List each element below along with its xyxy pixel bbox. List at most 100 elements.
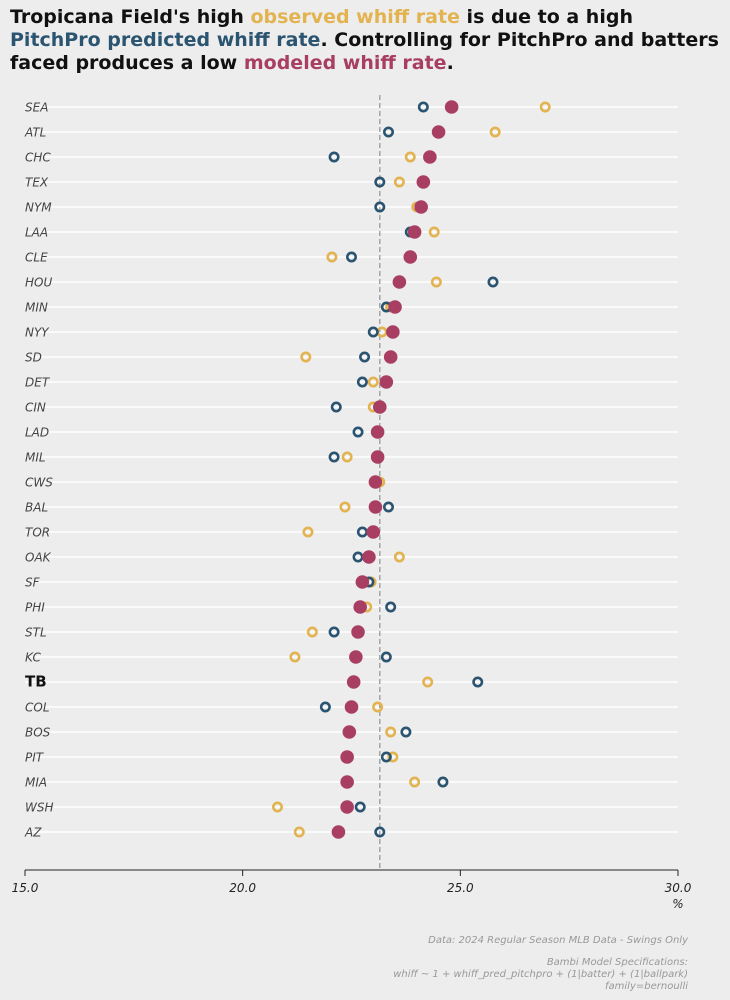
x-tick-label: 20.0 — [229, 881, 256, 895]
observed-point — [430, 276, 442, 288]
observed-point — [387, 751, 399, 763]
modeled-point — [368, 475, 383, 489]
modeled-point — [386, 325, 400, 339]
team-label: LAA — [25, 226, 48, 240]
modeled-point — [351, 625, 365, 639]
team-label: NYY — [25, 326, 50, 340]
modeled-point — [342, 725, 357, 739]
team-label: LAD — [25, 426, 49, 440]
observed-point — [300, 351, 312, 363]
modeled-point — [346, 675, 361, 689]
team-label: NYM — [25, 201, 52, 215]
modeled-point — [383, 350, 398, 364]
modeled-point — [407, 225, 422, 239]
model-spec-title: Bambi Model Specifications: — [546, 957, 688, 968]
title-segment: PitchPro predicted whiff rate — [10, 29, 321, 51]
observed-point — [372, 701, 384, 713]
modeled-point — [403, 250, 418, 264]
modeled-point — [362, 550, 376, 564]
predicted-point — [380, 751, 392, 763]
chart-title: Tropicana Field's high observed whiff ra… — [10, 6, 725, 75]
team-label: SEA — [25, 101, 48, 115]
team-label: TEX — [25, 176, 49, 190]
modeled-point — [370, 450, 385, 464]
observed-point — [539, 101, 551, 113]
team-label: OAK — [25, 551, 52, 565]
team-label: TB — [25, 673, 47, 691]
team-label: BAL — [25, 501, 48, 515]
observed-point — [302, 526, 314, 538]
predicted-point — [400, 726, 412, 738]
predicted-point — [328, 626, 340, 638]
team-label: BOS — [25, 726, 51, 740]
modeled-point — [416, 175, 431, 189]
team-label: SF — [25, 576, 41, 590]
observed-point — [428, 226, 440, 238]
model-spec-formula: whiff ~ 1 + whiff_pred_pitchpro + (1|bat… — [393, 969, 688, 980]
modeled-point — [344, 700, 359, 714]
x-unit-label: % — [672, 897, 683, 911]
predicted-point — [374, 201, 386, 213]
modeled-point — [349, 650, 363, 664]
modeled-point — [340, 800, 354, 814]
modeled-point — [370, 425, 385, 439]
data-source-note: Data: 2024 Regular Season MLB Data - Swi… — [428, 935, 688, 946]
observed-point — [271, 801, 283, 813]
predicted-point — [437, 776, 449, 788]
predicted-point — [417, 101, 429, 113]
team-label: PIT — [25, 751, 45, 765]
team-label: ATL — [24, 126, 46, 140]
team-label: WSH — [25, 801, 54, 815]
title-segment: observed whiff rate — [250, 6, 460, 28]
team-label: STL — [25, 626, 47, 640]
predicted-point — [385, 601, 397, 613]
observed-point — [306, 626, 318, 638]
predicted-point — [380, 651, 392, 663]
predicted-point — [352, 426, 364, 438]
observed-point — [393, 551, 405, 563]
predicted-point — [359, 351, 371, 363]
modeled-point — [431, 125, 446, 139]
observed-point — [289, 651, 301, 663]
modeled-point — [340, 750, 354, 764]
team-label: CWS — [25, 476, 53, 490]
modeled-point — [388, 300, 402, 314]
observed-point — [404, 151, 416, 163]
predicted-point — [472, 676, 484, 688]
team-label: MIN — [25, 301, 48, 315]
modeled-point — [331, 825, 346, 839]
team-label: COL — [25, 701, 50, 715]
predicted-point — [374, 176, 386, 188]
modeled-point — [444, 100, 459, 114]
predicted-point — [328, 151, 340, 163]
observed-point — [367, 376, 379, 388]
predicted-point — [328, 451, 340, 463]
footer: Data: 2024 Regular Season MLB Data - Swi… — [393, 935, 688, 993]
dot-plot: SEA ATL CHC TEX NYM LAA CLE HOU MIN NYY SD DET CIN LA… — [12, 95, 692, 911]
team-label: CLE — [25, 251, 48, 265]
team-label: DET — [25, 376, 51, 390]
modeled-point — [340, 775, 354, 789]
team-label: PHI — [25, 601, 45, 615]
observed-point — [341, 451, 353, 463]
predicted-point — [354, 801, 366, 813]
observed-point — [293, 826, 305, 838]
team-label: HOU — [25, 276, 52, 290]
predicted-point — [487, 276, 499, 288]
modeled-point — [423, 150, 437, 164]
observed-point — [326, 251, 338, 263]
title-segment: . Controlling for PitchPro and batters f… — [10, 29, 726, 74]
modeled-point — [414, 200, 428, 214]
team-label: MIA — [25, 776, 47, 790]
x-tick-label: 30.0 — [665, 881, 692, 895]
predicted-point — [319, 701, 331, 713]
predicted-point — [356, 376, 368, 388]
team-label: CIN — [25, 401, 46, 415]
predicted-point — [383, 126, 395, 138]
observed-point — [393, 176, 405, 188]
observed-point — [385, 726, 397, 738]
team-label: CHC — [25, 151, 51, 165]
observed-point — [409, 776, 421, 788]
title-segment: . — [446, 52, 454, 74]
predicted-point — [330, 401, 342, 413]
